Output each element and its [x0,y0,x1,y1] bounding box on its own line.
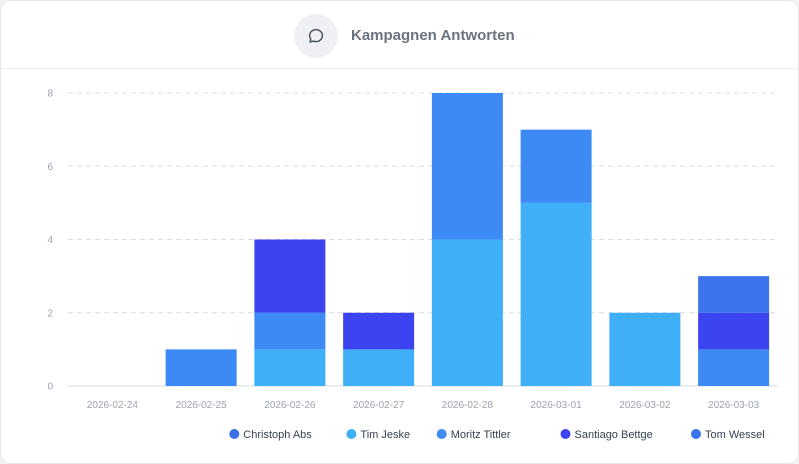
bar-segment-moritz-tittler [698,349,770,386]
bar-segment-moritz-tittler [254,312,326,350]
bar-segment-santiago-bettge [698,312,770,350]
card-title: Kampagnen Antworten [351,27,515,44]
y-tick-label: 2 [47,308,53,319]
bar-segment-tim-jeske [343,349,415,386]
legend-marker [346,429,357,439]
card-header: Kampagnen Antworten [1,1,798,69]
legend-label: Christoph Abs [243,429,312,441]
bar-segment-moritz-tittler [165,349,237,386]
legend-marker [691,429,701,439]
legend-item[interactable]: Tom Wessel [691,429,765,441]
legend-item[interactable]: Tim Jeske [346,429,410,441]
bar-segment-santiago-bettge [343,312,415,350]
bar-segment-tim-jeske [254,349,326,386]
legend-marker [436,429,447,439]
x-tick-label: 2026-02-26 [264,400,316,411]
x-tick-label: 2026-02-25 [176,400,228,411]
x-tick-label: 2026-02-28 [442,400,494,411]
bar-segment-tim-jeske [520,202,592,386]
bar-segment-moritz-tittler [431,93,503,240]
x-tick-label: 2026-03-01 [531,400,583,411]
legend-label: Moritz Tittler [451,429,511,441]
bar-segment-tim-jeske [609,312,681,386]
y-tick-label: 0 [47,382,53,393]
legend-marker [560,429,571,439]
legend-label: Tom Wessel [705,429,765,441]
bar-segment-santiago-bettge [254,239,326,313]
x-tick-label: 2026-02-27 [353,400,405,411]
x-tick-label: 2026-03-02 [619,400,671,411]
bar-segment-tom-wessel [698,276,770,313]
legend-label: Santiago Bettge [575,429,653,441]
y-tick-label: 4 [47,235,53,246]
x-tick-label: 2026-03-03 [708,400,760,411]
x-tick-label: 2026-02-24 [87,400,139,411]
legend-item[interactable]: Moritz Tittler [436,429,511,441]
bar-segment-tim-jeske [431,239,503,386]
y-tick-label: 6 [47,162,53,173]
legend-item[interactable]: Santiago Bettge [560,429,653,441]
legend-item[interactable]: Christoph Abs [229,429,312,441]
chat-bubble-icon [294,14,338,58]
bar-segment-moritz-tittler [520,129,592,203]
legend-marker [229,429,240,439]
y-tick-label: 8 [47,89,53,100]
legend-label: Tim Jeske [360,429,410,441]
